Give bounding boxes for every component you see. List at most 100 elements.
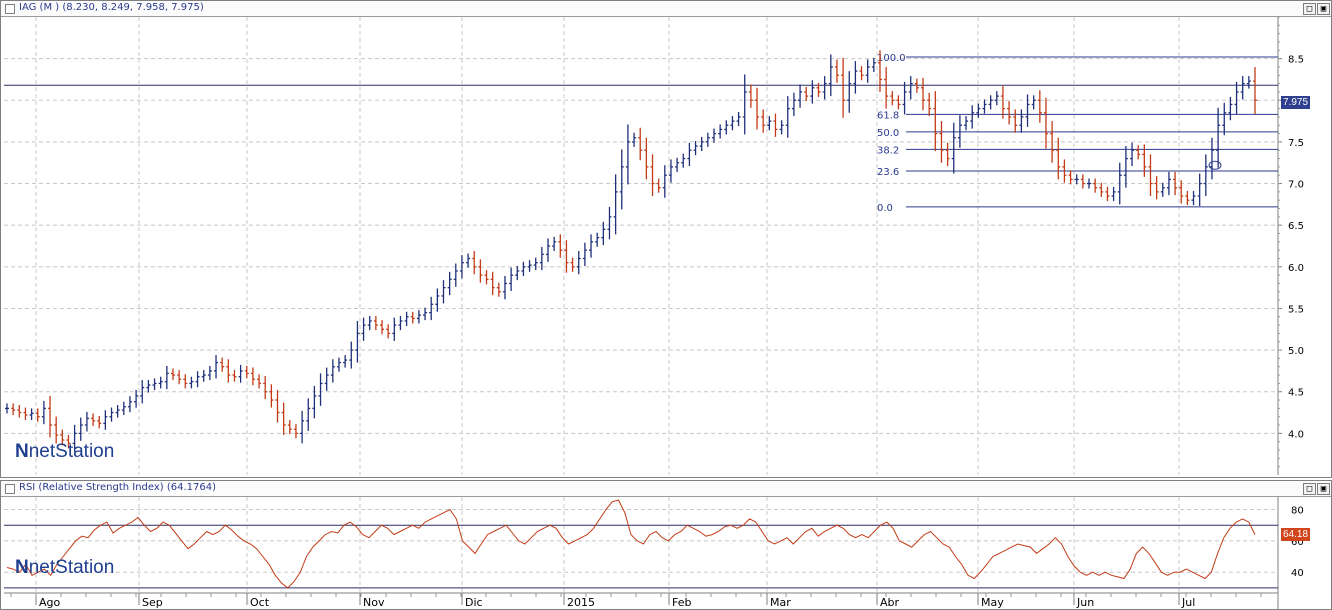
ohlc-bar [214, 355, 219, 379]
ohlc-bar [1037, 90, 1042, 123]
netstation-watermark: NnetStation [15, 557, 114, 579]
watermark-text: netStation [28, 441, 115, 462]
ohlc-bar [785, 96, 790, 138]
ohlc-bar [1240, 76, 1245, 100]
ohlc-bar [896, 95, 901, 110]
restore-button[interactable]: □ [1303, 3, 1316, 15]
panel-menu-icon[interactable] [5, 4, 15, 14]
price-chart-svg[interactable]: 4.04.55.05.56.06.57.07.58.08.5100.061.85… [1, 1, 1331, 477]
rsi-y-tick-label: 60 [1291, 537, 1304, 548]
ohlc-bar [238, 364, 243, 383]
x-axis-label: Jul [1181, 596, 1195, 609]
ohlc-bar [146, 380, 151, 393]
last-price-tag: 7.975 [1281, 96, 1311, 110]
netstation-watermark: NnetStation [15, 441, 114, 463]
ohlc-bar [140, 380, 145, 404]
ohlc-bar [1105, 186, 1110, 202]
ohlc-bar [404, 311, 409, 326]
ohlc-bar [1074, 174, 1079, 185]
ohlc-bar [472, 250, 477, 275]
ohlc-bar [281, 402, 286, 436]
ohlc-bar [613, 174, 618, 235]
ohlc-bar [718, 124, 723, 139]
fibonacci-level-label: 100.0 [877, 53, 906, 64]
x-axis-label: Mar [770, 596, 791, 609]
ohlc-bar [416, 310, 421, 324]
ohlc-bar [134, 389, 139, 408]
ohlc-bar [546, 238, 551, 262]
ohlc-bar [558, 234, 563, 258]
ohlc-bar [502, 275, 507, 300]
ohlc-bar [164, 365, 169, 390]
ohlc-bar [343, 355, 348, 368]
ohlc-bar [570, 257, 575, 272]
ohlc-bar [386, 324, 391, 339]
ohlc-bar [1068, 170, 1073, 185]
ohlc-bar [349, 341, 354, 369]
rsi-panel-title: RSI (Relative Strength Index) (64.1764) [19, 482, 217, 493]
ohlc-bar [1093, 178, 1098, 193]
breakout-marker [1208, 160, 1222, 170]
ohlc-bar [877, 50, 882, 92]
netstation-logo-icon: N [15, 441, 29, 462]
ohlc-bar [17, 405, 22, 418]
ohlc-bar [336, 357, 341, 372]
ohlc-bar [804, 86, 809, 102]
ohlc-bar [921, 77, 926, 111]
maximize-button[interactable]: ▣ [1317, 483, 1330, 495]
ohlc-bar [982, 99, 987, 114]
ohlc-bar [1123, 146, 1128, 188]
restore-button[interactable]: □ [1303, 483, 1316, 495]
ohlc-bar [263, 375, 268, 400]
ohlc-bar [220, 357, 225, 372]
ohlc-bar [828, 54, 833, 97]
ohlc-bar [1179, 180, 1184, 204]
rsi-chart-panel[interactable]: RSI (Relative Strength Index) (64.1764) … [0, 480, 1332, 610]
rsi-chart-svg[interactable]: 40 60 80 Ago Sep Oct Nov Dic 2015 Feb Mar Abr May Jun… [1, 481, 1331, 609]
ohlc-bar [1197, 173, 1202, 207]
ohlc-bar [865, 59, 870, 83]
ohlc-bar [533, 257, 538, 271]
ohlc-bar [939, 121, 944, 163]
ohlc-bar [103, 410, 108, 430]
ohlc-bar [822, 76, 827, 100]
ohlc-bar [1130, 142, 1135, 167]
maximize-button[interactable]: ▣ [1317, 3, 1330, 15]
ohlc-bar [490, 271, 495, 296]
ohlc-bar [1173, 171, 1178, 196]
ohlc-bar [755, 87, 760, 130]
fibonacci-level-label: 23.6 [877, 167, 899, 178]
ohlc-bar [35, 408, 40, 422]
ohlc-bar [429, 296, 434, 321]
ohlc-bar [1050, 121, 1055, 163]
ohlc-bar [957, 115, 962, 148]
ohlc-bar [951, 122, 956, 174]
ohlc-bar [459, 255, 464, 279]
ohlc-bar [853, 61, 858, 94]
ohlc-bar [539, 246, 544, 271]
ohlc-bar [582, 242, 587, 266]
ohlc-bar [496, 282, 501, 297]
price-chart-panel[interactable]: IAG (M ) (8.230, 8.249, 7.958, 7.975) □ … [0, 0, 1332, 478]
price-y-tick-label: 7.5 [1288, 138, 1304, 149]
ohlc-bar [890, 91, 895, 106]
ohlc-bar [201, 370, 206, 382]
price-y-tick-label: 4.5 [1288, 388, 1304, 399]
ohlc-bar [687, 142, 692, 167]
ohlc-bar [398, 315, 403, 331]
ohlc-bar [380, 320, 385, 335]
ohlc-bar [589, 234, 594, 258]
ohlc-bar [300, 410, 305, 444]
ohlc-bar [509, 267, 514, 291]
ohlc-bar [1209, 137, 1214, 180]
ohlc-bar [54, 416, 59, 444]
ohlc-bar [871, 57, 876, 72]
ohlc-bar [121, 401, 126, 416]
ohlc-bar [552, 236, 557, 251]
ohlc-bar [293, 424, 298, 439]
panel-menu-icon[interactable] [5, 484, 15, 494]
ohlc-bar [834, 59, 839, 83]
ohlc-bar [244, 365, 249, 379]
ohlc-bar [1216, 107, 1221, 168]
ohlc-bar [656, 178, 661, 193]
